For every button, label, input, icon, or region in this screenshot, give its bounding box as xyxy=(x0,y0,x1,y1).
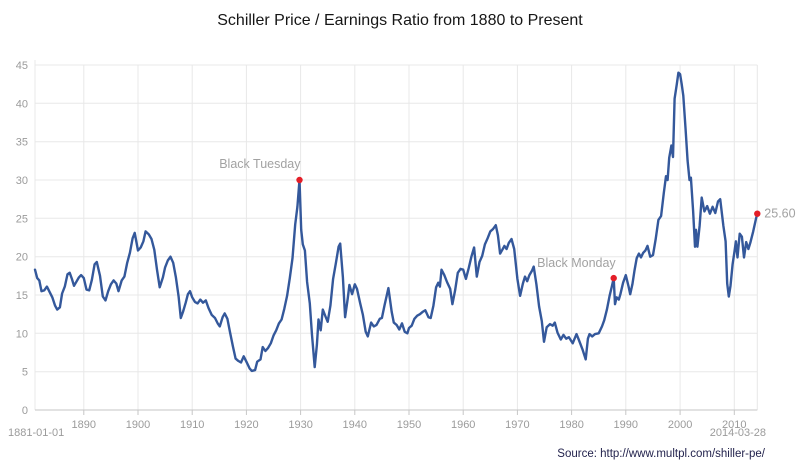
x-tick-label: 1950 xyxy=(397,419,421,431)
chart-title: Schiller Price / Earnings Ratio from 188… xyxy=(217,12,583,29)
y-tick-label: 20 xyxy=(16,252,28,264)
y-tick-label: 40 xyxy=(16,98,28,110)
y-tick-label: 45 xyxy=(16,60,28,72)
x-tick-label: 1900 xyxy=(126,419,150,431)
annotation-label: Black Monday xyxy=(537,256,616,270)
y-tick-label: 25 xyxy=(16,213,28,225)
event-marker-dot xyxy=(296,176,303,184)
y-tick-label: 10 xyxy=(16,328,28,340)
x-tick-label: 2000 xyxy=(668,419,692,431)
x-tick-label: 1960 xyxy=(451,419,475,431)
x-tick-label: 1930 xyxy=(288,419,312,431)
annotation-label: 25.60 xyxy=(764,207,795,221)
x-tick-label: 1970 xyxy=(505,419,529,431)
x-range-end-label: 2014-03-28 xyxy=(709,427,766,439)
x-tick-label: 1990 xyxy=(614,419,638,431)
x-tick-label: 1910 xyxy=(180,419,204,431)
y-tick-label: 30 xyxy=(16,175,28,187)
event-marker-dot xyxy=(754,210,761,217)
y-tick-label: 0 xyxy=(22,405,28,417)
x-tick-label: 1920 xyxy=(234,419,258,431)
x-tick-label: 2010 xyxy=(722,419,746,431)
pe-ratio-line xyxy=(33,71,759,373)
y-tick-label: 35 xyxy=(16,137,28,149)
y-tick-label: 5 xyxy=(22,367,28,379)
source-link[interactable]: Source: http://www.multpl.com/shiller-pe… xyxy=(557,448,765,460)
annotation-label: Black Tuesday xyxy=(219,157,301,171)
event-marker-dot xyxy=(610,274,617,282)
y-tick-label: 15 xyxy=(16,290,28,302)
x-range-start-label: 1881-01-01 xyxy=(8,427,65,439)
x-tick-label: 1890 xyxy=(72,419,96,431)
x-tick-label: 1980 xyxy=(559,419,583,431)
x-tick-label: 1940 xyxy=(343,419,367,431)
